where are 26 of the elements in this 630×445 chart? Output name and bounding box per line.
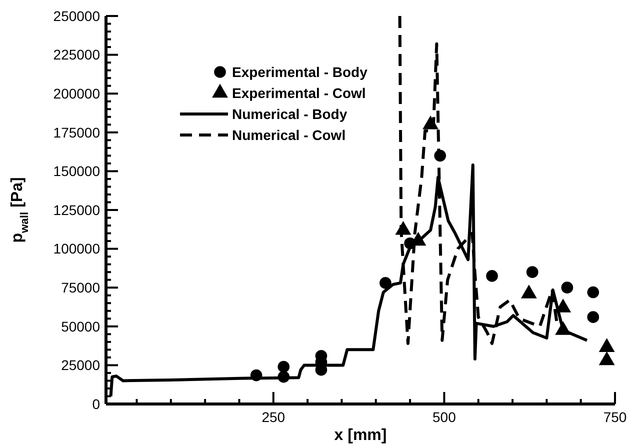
- y-tick-label: 75000: [61, 280, 100, 296]
- x-axis-title: x [mm]: [334, 427, 387, 444]
- x-tick-label: 750: [603, 409, 627, 425]
- legend-label: Numerical - Cowl: [232, 126, 346, 143]
- point: [380, 277, 392, 289]
- legend-label: Experimental - Cowl: [232, 84, 366, 101]
- y-tick-label: 150000: [53, 163, 100, 180]
- y-tick-label: 0: [92, 396, 100, 412]
- point: [561, 282, 574, 294]
- x-tick-label: 500: [432, 409, 456, 425]
- point: [587, 311, 600, 323]
- legend-label: Experimental - Body: [232, 64, 368, 80]
- x-tick-label: 250: [262, 409, 286, 425]
- point: [486, 270, 498, 282]
- legend-label: Numerical - Body: [232, 106, 348, 122]
- y-tick-label: 250000: [53, 8, 100, 24]
- y-tick-label: 25000: [61, 357, 100, 374]
- y-tick-label: 50000: [61, 318, 100, 334]
- y-tick-label: 200000: [53, 86, 100, 102]
- y-tick-label: 225000: [53, 46, 100, 63]
- y-tick-label: 100000: [53, 240, 100, 257]
- y-tick-label: 125000: [53, 202, 100, 218]
- point: [587, 286, 600, 298]
- point: [526, 266, 538, 278]
- y-tick-label: 175000: [53, 124, 100, 140]
- point: [278, 360, 290, 373]
